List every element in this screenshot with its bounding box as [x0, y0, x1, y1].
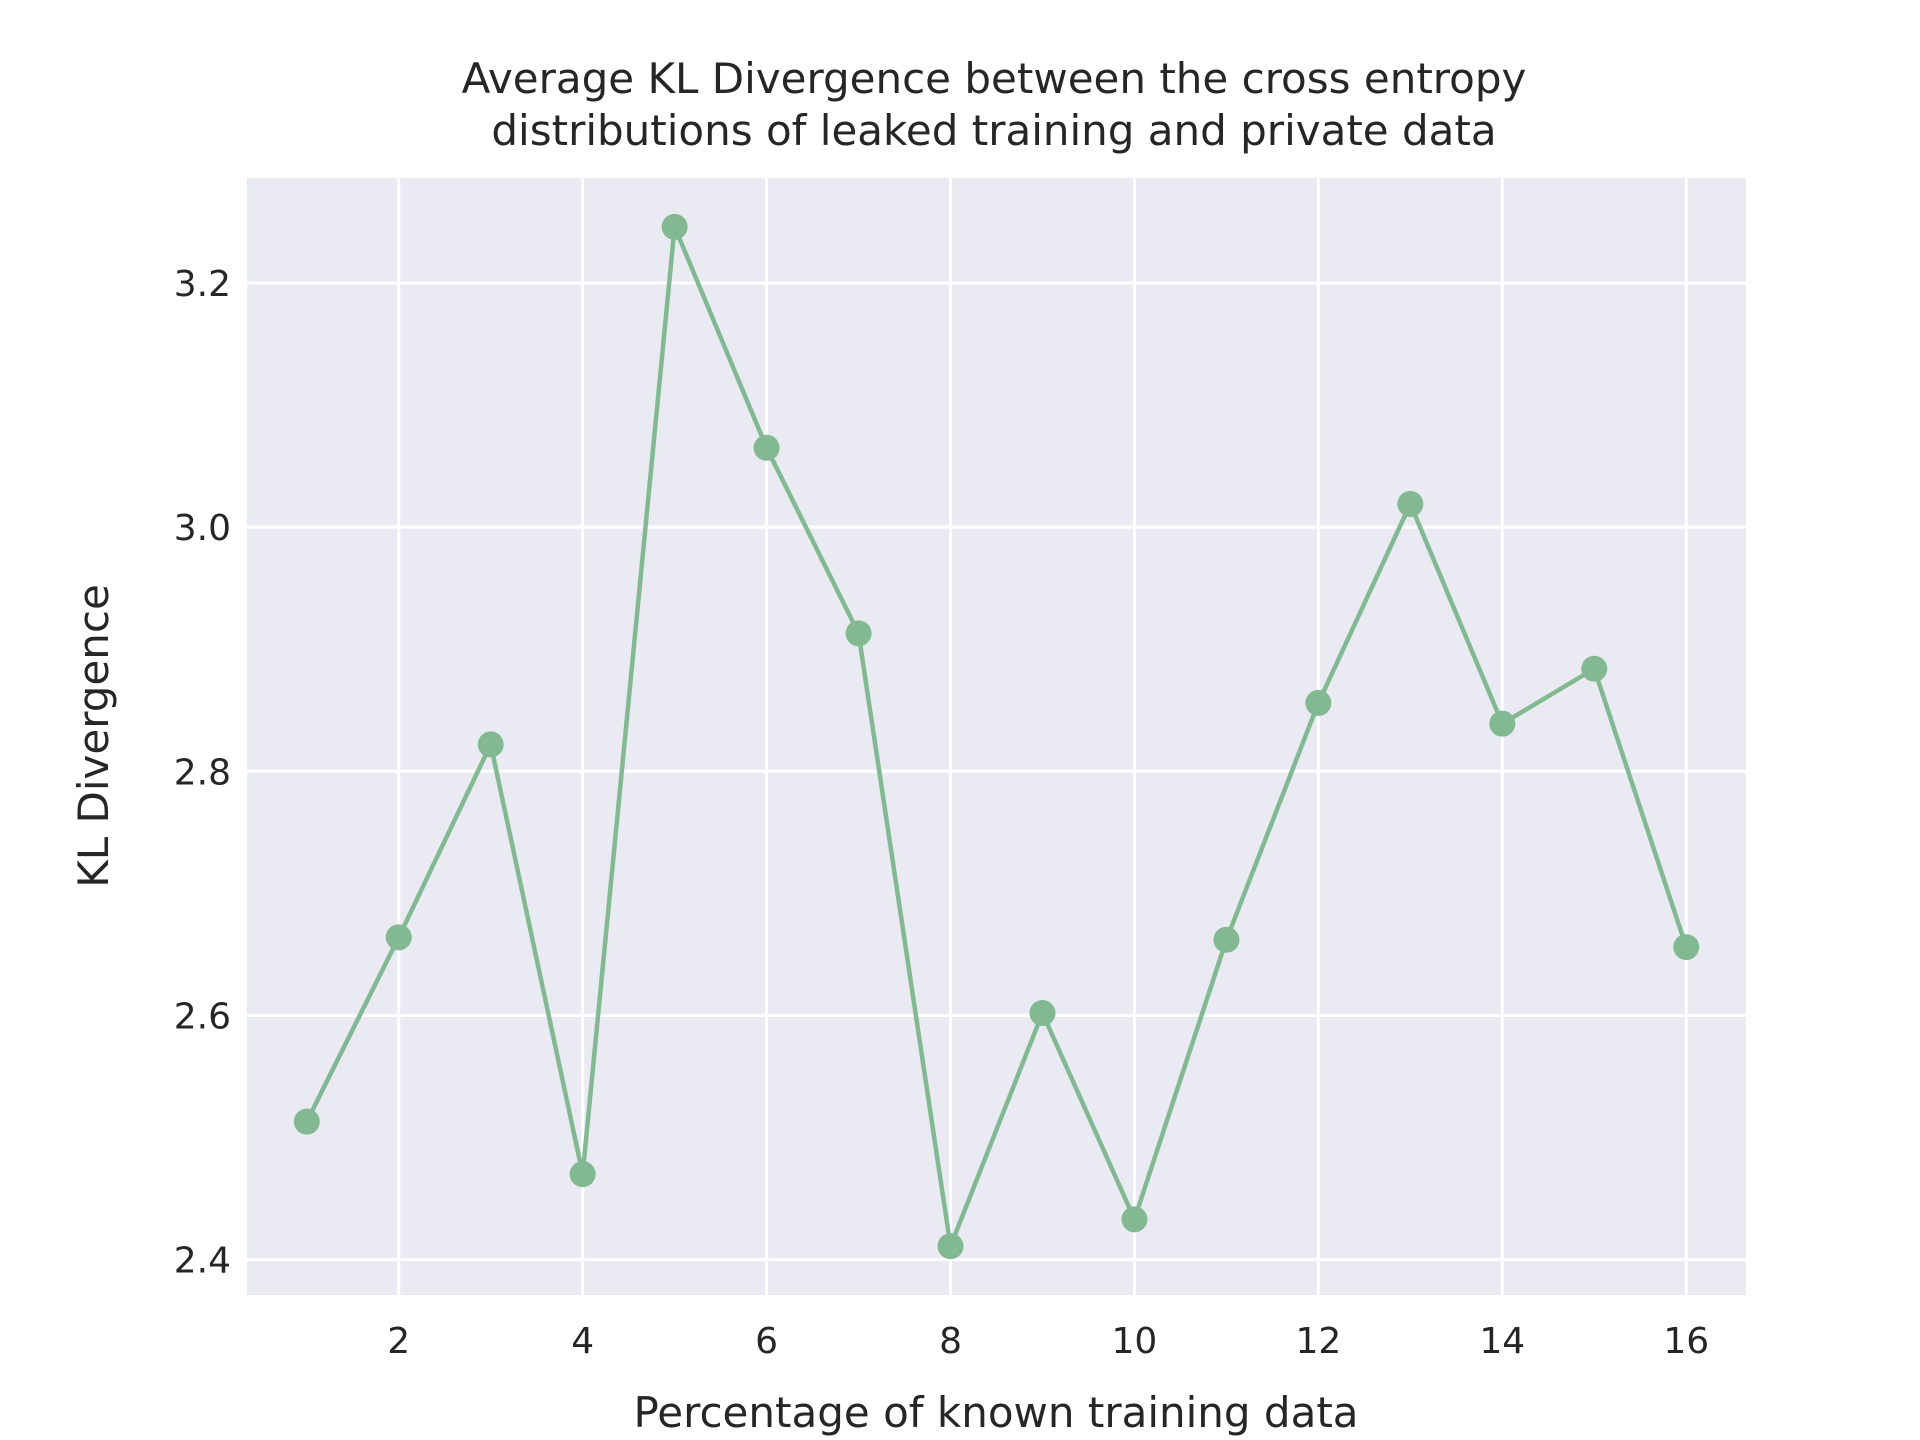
x-axis-label: Percentage of known training data	[633, 1388, 1358, 1437]
data-point-12	[1305, 689, 1332, 716]
y-tick-label-4: 3.2	[174, 264, 231, 305]
data-point-5	[661, 213, 688, 240]
data-point-8	[937, 1233, 964, 1260]
data-point-15	[1581, 655, 1608, 682]
data-point-7	[845, 620, 872, 647]
data-point-13	[1397, 490, 1424, 517]
data-point-11	[1213, 926, 1240, 953]
x-tick-label-5: 12	[1295, 1321, 1341, 1362]
series-layer	[293, 213, 1700, 1260]
y-tick-label-2: 2.8	[174, 752, 231, 793]
x-tick-label-0: 2	[387, 1321, 410, 1362]
series-line-0	[304, 224, 1689, 1249]
data-point-14	[1489, 710, 1516, 737]
x-tick-label-2: 6	[755, 1321, 778, 1362]
x-tick-label-6: 14	[1479, 1321, 1525, 1362]
data-point-4	[569, 1161, 596, 1188]
x-tick-label-4: 10	[1112, 1321, 1158, 1362]
chart-title-line-1: Average KL Divergence between the cross …	[462, 54, 1527, 103]
tick-layer: 2 4 6 8 10 12 14 16 2.4 2.6 2.8 3.0 3.2	[174, 264, 1709, 1362]
y-tick-label-1: 2.6	[174, 996, 231, 1037]
data-point-16	[1673, 934, 1700, 961]
y-tick-label-3: 3.0	[174, 508, 231, 549]
data-point-1	[293, 1108, 320, 1135]
x-tick-label-7: 16	[1663, 1321, 1709, 1362]
chart-title-line-2: distributions of leaked training and pri…	[491, 106, 1496, 155]
y-tick-label-0: 2.4	[174, 1241, 231, 1282]
x-tick-label-1: 4	[571, 1321, 594, 1362]
data-point-2	[385, 924, 412, 951]
data-point-9	[1029, 1000, 1056, 1027]
data-point-10	[1121, 1206, 1148, 1233]
x-tick-label-3: 8	[939, 1321, 962, 1362]
y-axis-label: KL Divergence	[69, 584, 118, 888]
data-point-6	[753, 434, 780, 461]
data-point-3	[477, 731, 504, 758]
grid-layer	[247, 178, 1746, 1295]
